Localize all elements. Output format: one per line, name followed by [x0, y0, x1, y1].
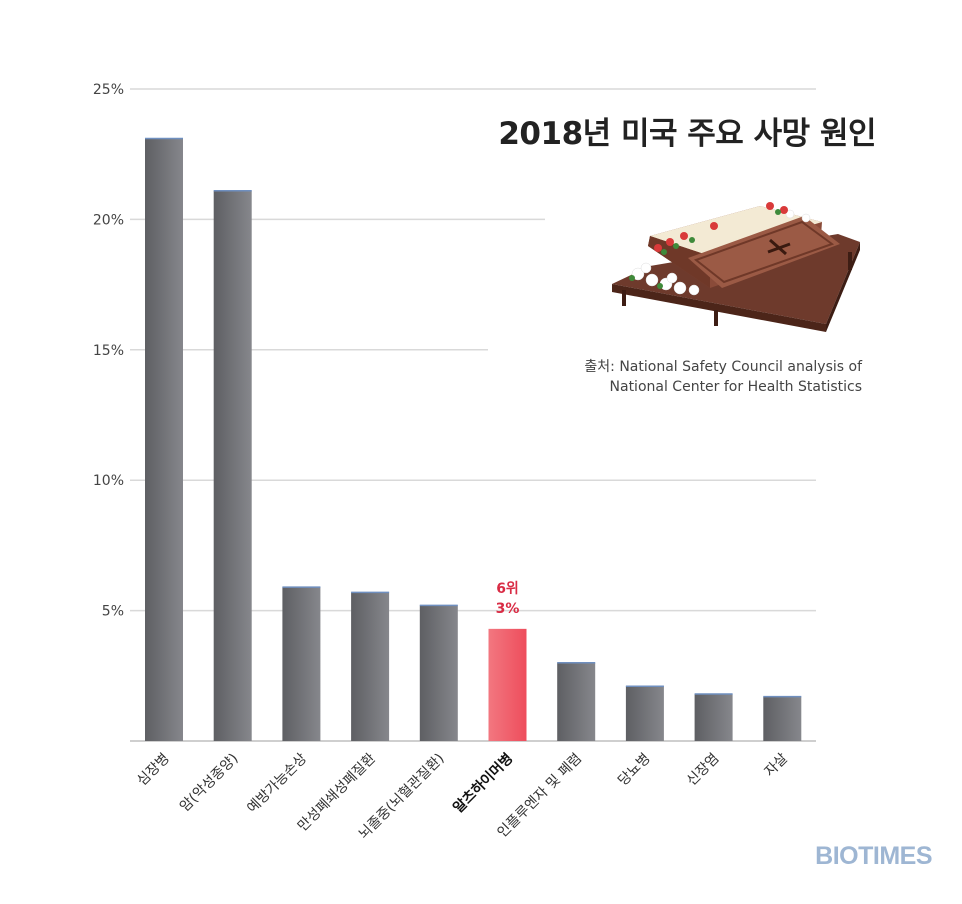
bar	[557, 662, 596, 741]
bar	[625, 686, 664, 741]
y-tick-label: 5%	[102, 604, 124, 620]
x-tick-label: 당뇨병	[615, 751, 654, 790]
highlight-annotation: 6위 3%	[496, 581, 520, 617]
chart-title: 2018년 미국 주요 사망 원인	[498, 116, 876, 152]
x-tick-label: 알츠하이머병	[450, 750, 517, 817]
bar	[351, 592, 390, 741]
bar	[213, 190, 252, 741]
source-line-2: National Center for Health Statistics	[609, 379, 862, 395]
x-tick-label: 신장염	[684, 751, 723, 790]
coffin-illustration	[612, 202, 860, 332]
y-tick-label: 25%	[93, 82, 124, 98]
y-axis-ticks: 5% 10% 15% 20% 25%	[93, 82, 124, 620]
y-tick-label: 15%	[93, 343, 124, 359]
bar	[282, 587, 321, 741]
bar	[763, 696, 802, 741]
x-tick-label: 예방가능손상	[244, 750, 310, 816]
x-tick-label: 자살	[762, 750, 792, 780]
source-note: 출처: National Safety Council analysis of …	[584, 357, 862, 397]
brand-logo: BIOTIMES	[815, 842, 932, 870]
bars	[145, 137, 802, 741]
y-tick-label: 20%	[93, 212, 124, 228]
y-tick-label: 10%	[93, 473, 124, 489]
bar	[488, 628, 527, 741]
bar	[145, 138, 183, 741]
bar	[694, 694, 733, 741]
bar	[419, 605, 458, 741]
x-tick-label: 심장병	[134, 751, 173, 790]
x-tick-label: 암(악성종양)	[177, 751, 242, 816]
source-line-1: 출처: National Safety Council analysis of	[584, 359, 862, 375]
annotation-value: 3%	[496, 601, 520, 617]
annotation-rank: 6위	[496, 581, 519, 597]
